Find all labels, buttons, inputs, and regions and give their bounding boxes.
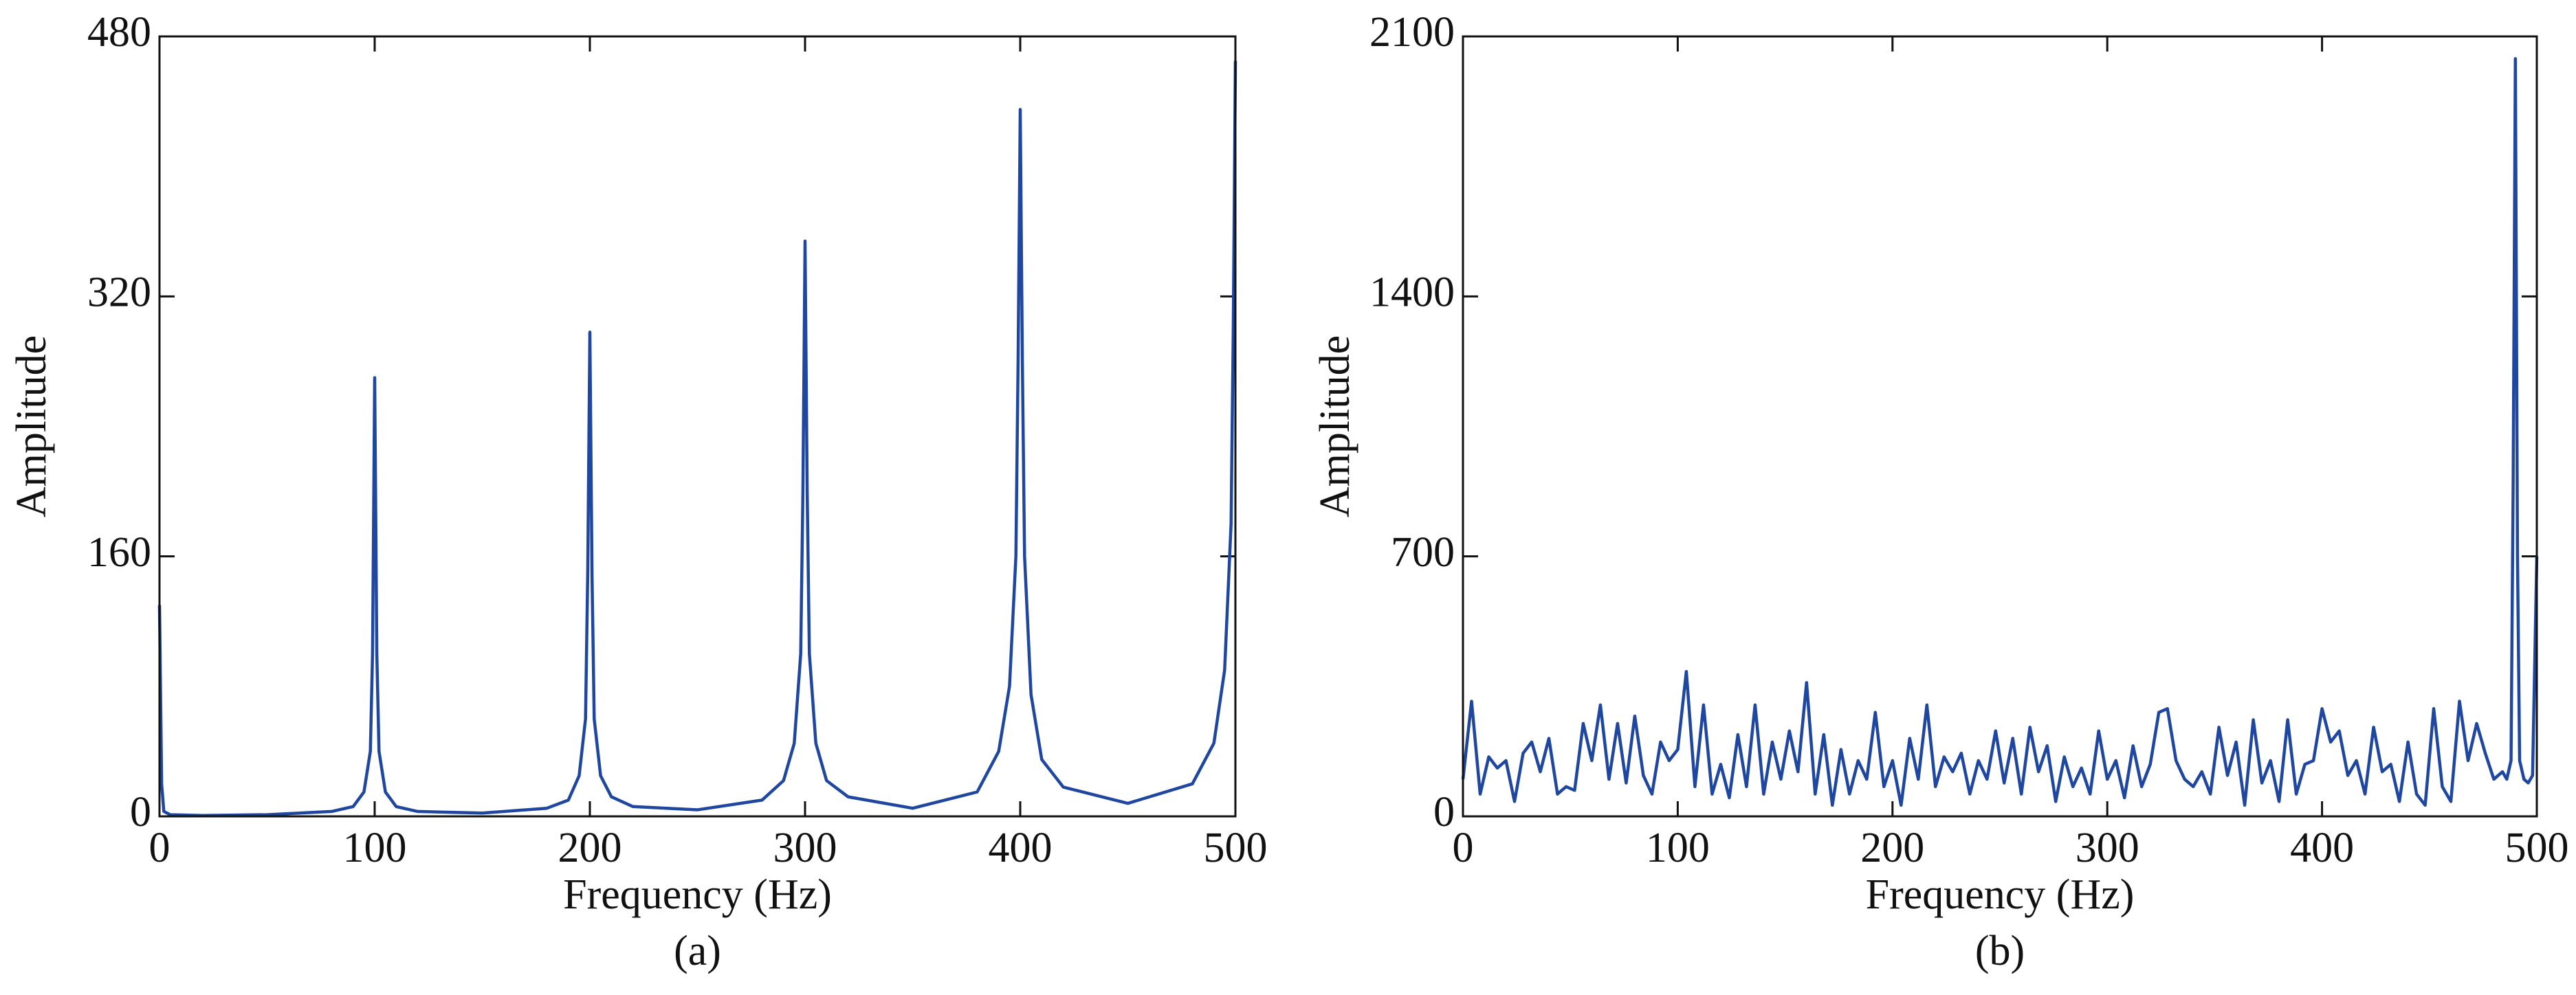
x-tick-label: 300: [773, 825, 837, 871]
y-tick-label: 0: [1433, 789, 1455, 836]
y-axis-label: Amplitude: [8, 335, 55, 517]
y-tick-label: 1400: [1369, 269, 1455, 316]
y-tick-label: 320: [87, 269, 151, 316]
y-tick-label: 160: [87, 529, 151, 576]
caption: (b): [1975, 928, 2025, 974]
x-tick-label: 200: [1860, 825, 1924, 871]
x-tick-label: 400: [2290, 825, 2354, 871]
line-series: [1461, 57, 2539, 807]
x-tick-label: 500: [1204, 825, 1268, 871]
y-tick-label: 480: [87, 9, 151, 56]
x-tick-label: 100: [343, 825, 407, 871]
y-tick-label: 2100: [1369, 9, 1455, 56]
x-tick-label: 300: [2076, 825, 2139, 871]
x-tick-label: 400: [989, 825, 1053, 871]
x-tick-label: 100: [1646, 825, 1710, 871]
x-tick-label: 500: [2505, 825, 2569, 871]
plot-frame: [158, 35, 1237, 818]
caption: (a): [674, 928, 721, 974]
x-axis-label: Frequency (Hz): [563, 871, 832, 918]
x-tick-label: 200: [558, 825, 622, 871]
plot-frame: [1462, 35, 2538, 818]
x-tick-label: 0: [1453, 825, 1474, 871]
y-tick-label: 0: [130, 789, 151, 836]
y-tick-label: 700: [1391, 529, 1455, 576]
x-tick-label: 0: [149, 825, 170, 871]
x-axis-label: Frequency (Hz): [1866, 871, 2135, 918]
y-axis-label: Amplitude: [1312, 335, 1358, 517]
line-series: [157, 60, 1237, 818]
